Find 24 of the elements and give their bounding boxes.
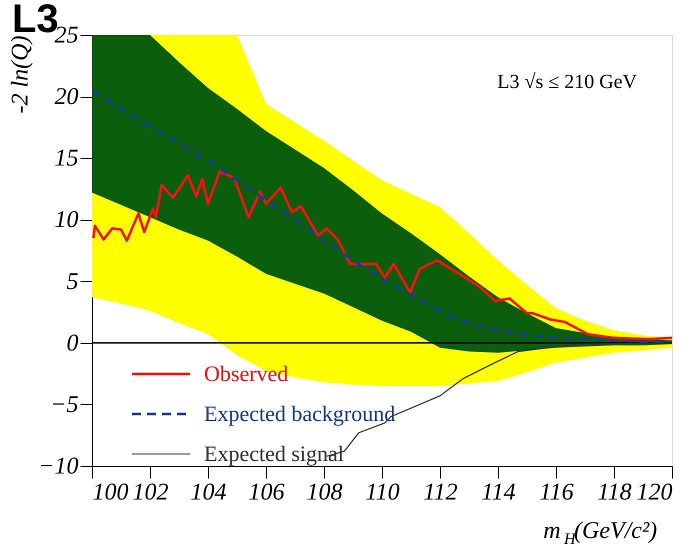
x-tick-label: 112 [423,480,458,506]
x-tick-label: 102 [132,480,168,506]
legend-label: Observed [204,361,288,386]
x-tick-label: 120 [636,480,672,506]
y-tick-label: 0 [66,330,78,356]
y-tick-label: 10 [54,207,78,234]
line-series [92,170,672,340]
y-tick-label: 5 [66,268,78,295]
x-tick-label: 106 [248,480,284,506]
x-tick-label: 108 [306,480,342,506]
x-tick-label: 110 [365,480,400,506]
y-tick-label: 15 [54,146,78,172]
legend-label: Expected signal [204,441,344,466]
x-tick-label: 104 [190,480,226,506]
y-tick-label: 20 [54,84,78,110]
y-tick-label: −10 [38,454,78,480]
y-tick-label: −5 [50,392,78,418]
x-tick-label: 116 [539,480,574,506]
x-tick-label: 114 [481,480,516,506]
annotation: L3 √s ≤ 210 GeV [497,71,638,93]
x-tick-label: 118 [597,480,632,506]
y-axis-title: -2 ln(Q) [7,36,34,114]
legend-label: Expected background [204,401,396,426]
x-tick-label: 100 [92,480,128,506]
